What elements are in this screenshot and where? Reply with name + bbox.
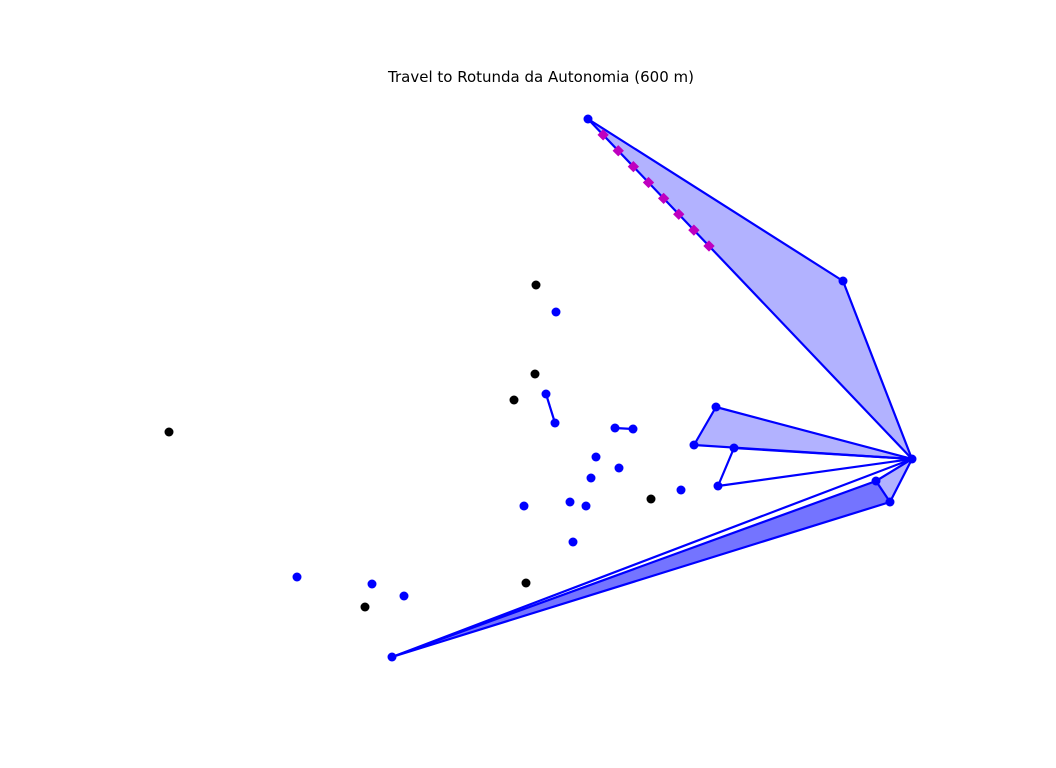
other-node-marker (509, 395, 519, 405)
shaded-region (694, 407, 912, 459)
node-marker (550, 418, 560, 428)
node-marker (399, 591, 409, 601)
node-marker (591, 452, 601, 462)
path-marker (612, 145, 624, 157)
route-line (587, 118, 913, 460)
other-node-marker (530, 369, 540, 379)
node-marker (838, 276, 848, 286)
node-marker (565, 497, 575, 507)
node-marker (551, 307, 561, 317)
route-line (733, 446, 913, 461)
node-marker (367, 579, 377, 589)
other-node-marker (646, 494, 656, 504)
path-marker (657, 192, 670, 205)
other-node-marker (521, 578, 531, 588)
diagram-title: Travel to Rotunda da Autonomia (600 m) (388, 68, 694, 86)
path-marker (703, 240, 715, 252)
node-marker (568, 537, 578, 547)
route-line (391, 457, 913, 659)
node-marker (885, 497, 895, 507)
node-marker (628, 424, 638, 434)
path-marker (642, 176, 655, 189)
route-line (715, 405, 913, 461)
node-marker (519, 501, 529, 511)
path-marker (688, 224, 700, 236)
node-marker (871, 476, 881, 486)
shaded-region (392, 481, 890, 657)
node-marker (581, 501, 591, 511)
node-marker (586, 473, 596, 483)
path-marker (627, 160, 640, 173)
node-marker (614, 463, 624, 473)
node-marker (387, 652, 397, 662)
node-marker (583, 114, 593, 124)
node-marker (907, 454, 917, 464)
node-marker (729, 443, 739, 453)
other-node-marker (360, 602, 370, 612)
node-marker (689, 440, 699, 450)
other-node-marker (164, 427, 174, 437)
other-node-marker (531, 280, 541, 290)
node-marker (541, 389, 551, 399)
path-marker (597, 129, 609, 141)
path-marker (673, 208, 685, 220)
route-line (544, 393, 557, 424)
node-marker (610, 423, 620, 433)
node-marker (711, 402, 721, 412)
node-marker (713, 481, 723, 491)
node-marker (676, 485, 686, 495)
node-marker (292, 572, 302, 582)
